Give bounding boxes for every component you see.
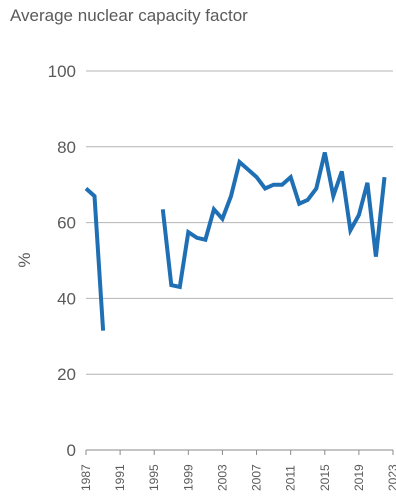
- x-tick-label: 2003: [215, 464, 229, 491]
- y-axis-ticks: 0 20 40 60 80 100: [48, 62, 76, 460]
- y-tick-label: 20: [57, 365, 76, 384]
- series-lines: [86, 153, 385, 331]
- x-tick-label: 1991: [113, 464, 127, 491]
- x-tick-label: 1999: [181, 464, 195, 491]
- x-tick-label: 2015: [318, 464, 332, 491]
- series-line-segment: [163, 153, 385, 288]
- x-tick-label: 1995: [147, 464, 161, 491]
- x-tick-label: 1987: [79, 464, 93, 491]
- x-tick-label: 2007: [250, 464, 264, 491]
- y-tick-label: 100: [48, 62, 76, 81]
- x-axis-ticks: 1987 1991 1995 1999 2003 2007 2011 2015 2019 2023: [79, 450, 396, 491]
- gridlines: [86, 71, 393, 450]
- y-tick-label: 60: [57, 214, 76, 233]
- x-tick-label: 2011: [284, 465, 298, 491]
- x-tick-label: 2023: [386, 464, 396, 491]
- x-tick-label: 2019: [352, 464, 366, 491]
- y-tick-label: 0: [67, 441, 76, 460]
- y-tick-label: 80: [57, 138, 76, 157]
- y-tick-label: 40: [57, 289, 76, 308]
- y-axis-label: %: [15, 252, 34, 267]
- series-line-segment: [86, 189, 103, 331]
